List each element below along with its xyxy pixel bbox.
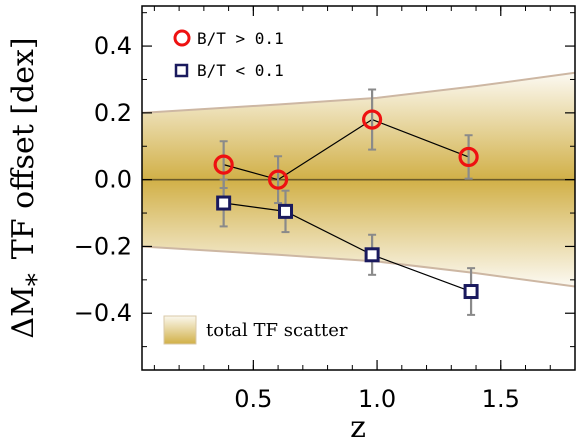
data-point-square bbox=[278, 203, 294, 219]
series-line-1 bbox=[223, 202, 472, 293]
y-tick-label: −0.4 bbox=[74, 299, 132, 327]
plot-frame bbox=[141, 5, 576, 371]
data-point-circle bbox=[267, 169, 289, 190]
legend-item-bt-gt: B/T > 0.1 bbox=[173, 29, 284, 48]
legend-circle-marker bbox=[173, 29, 191, 47]
y-tick-label: 0.4 bbox=[94, 32, 132, 60]
legend: B/T > 0.1 B/T < 0.1 bbox=[173, 29, 284, 80]
legend-item-bt-lt: B/T < 0.1 bbox=[174, 61, 284, 80]
data-point-circle bbox=[458, 146, 479, 168]
x-tick-label: 0.5 bbox=[234, 385, 272, 413]
axis-ticks: 0.5 1.0 1.5 0.4 0.2 0.0 −0.2 −0.4 bbox=[74, 6, 575, 413]
y-tick-label: 0.2 bbox=[94, 99, 132, 127]
band-legend-swatch bbox=[163, 315, 197, 345]
svg-text:ΔM*TF offset [dex]: ΔM* TF offset [dex] bbox=[6, 37, 52, 338]
x-tick-label: 1.0 bbox=[358, 385, 396, 413]
y-axis-symbol: ΔM bbox=[6, 286, 41, 338]
legend-square-marker bbox=[174, 63, 189, 78]
y-axis-text: TF offset [dex] bbox=[6, 37, 41, 259]
data-point-circle bbox=[213, 154, 234, 175]
y-tick-label: −0.2 bbox=[74, 232, 132, 260]
legend-label-bt-gt: B/T > 0.1 bbox=[197, 29, 284, 48]
band-legend-label: total TF scatter bbox=[206, 320, 348, 341]
data-point-square bbox=[463, 284, 479, 300]
data-point-square bbox=[364, 247, 380, 263]
scatter-band-upper-edge bbox=[142, 71, 575, 114]
data-point-circle bbox=[362, 109, 383, 130]
x-axis-title: z bbox=[350, 410, 366, 445]
y-axis-subscript: * bbox=[22, 273, 52, 286]
series-line-0 bbox=[223, 118, 469, 181]
y-axis-title: ΔM* TF offset [dex] bbox=[6, 37, 52, 338]
legend-label-bt-lt: B/T < 0.1 bbox=[197, 61, 284, 80]
data-series-layer bbox=[213, 88, 479, 316]
x-tick-label: 1.5 bbox=[482, 385, 520, 413]
data-point-square bbox=[216, 195, 232, 211]
band-legend: total TF scatter bbox=[163, 315, 348, 345]
y-tick-label: 0.0 bbox=[94, 166, 132, 194]
